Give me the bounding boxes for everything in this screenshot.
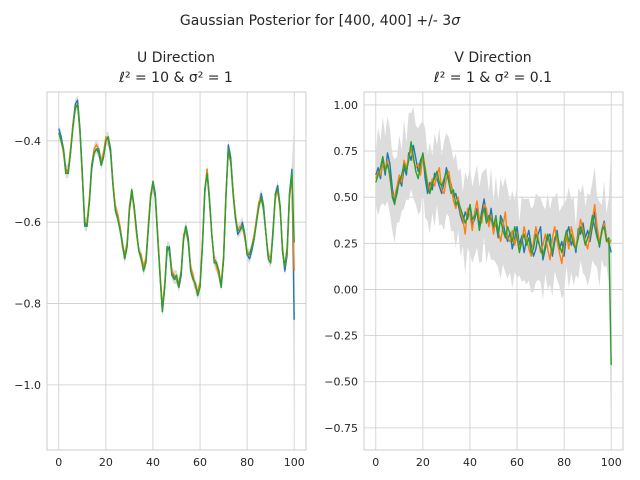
u-y-tick-label: −0.8 [14,298,41,311]
u-panel-title-line1: U Direction [137,50,215,66]
u-axes-frame [46,91,307,451]
v-series-line-3 [375,141,612,366]
v-axes-frame [363,91,624,451]
v-y-tick-label: −0.25 [324,330,358,343]
v-x-tick-label: 0 [372,456,379,469]
v-panel-title-line1: V Direction [454,50,531,66]
u-x-tick-label: 100 [284,456,305,469]
u-x-tick-label: 80 [240,456,254,469]
v-x-tick-label: 100 [601,456,622,469]
u-y-tick-label: −0.4 [14,135,41,148]
v-direction-panel: V Direction ℓ² = 1 & σ² = 0.1 0 20 40 60 80 1… [324,50,624,469]
v-y-tick-label: 0.75 [334,145,359,158]
v-y-tick-label: −0.50 [324,376,358,389]
u-series-line-3 [58,103,295,313]
u-direction-panel: U Direction ℓ² = 10 & σ² = 1 0 20 40 60 80 10… [14,50,307,469]
u-x-tick-label: 40 [146,456,160,469]
v-y-tick-label: 0.25 [334,237,359,250]
v-x-tick-label: 20 [416,456,430,469]
u-panel-title-line2: ℓ² = 10 & σ² = 1 [118,70,233,86]
u-y-tick-label: −0.6 [14,216,41,229]
v-y-tick-label: 0.50 [334,191,359,204]
v-plot-area: 0 20 40 60 80 100 −0.75 −0.50 −0.25 0.00 0.25 0.50 0… [324,91,624,469]
v-y-tick-label: −0.75 [324,422,358,435]
v-panel-title-line2: ℓ² = 1 & σ² = 0.1 [433,70,552,86]
v-y-tick-label: 0.00 [334,283,359,296]
u-y-tick-label: −1.0 [14,379,41,392]
v-x-tick-label: 80 [557,456,571,469]
u-x-tick-label: 20 [99,456,113,469]
v-x-tick-label: 40 [463,456,477,469]
u-x-tick-label: 0 [55,456,62,469]
figure-suptitle: Gaussian Posterior for [400, 400] +/- 3σ [180,13,461,29]
v-y-tick-label: 1.00 [334,99,359,112]
u-plot-area: 0 20 40 60 80 100 −1.0 −0.8 −0.6 −0.4 [14,91,307,469]
v-uncertainty-band [375,107,612,458]
u-x-tick-label: 60 [193,456,207,469]
v-x-tick-label: 60 [510,456,524,469]
v-series-line-1 [375,144,612,261]
